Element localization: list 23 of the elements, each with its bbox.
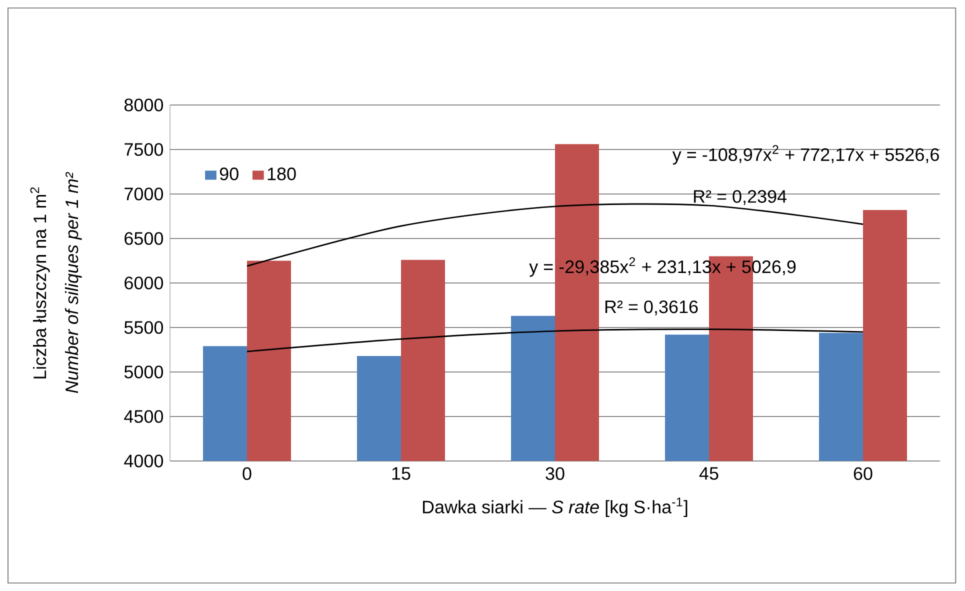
y-tick-label: 4500 xyxy=(124,410,164,423)
x-tick-label: 0 xyxy=(242,467,252,480)
y-tick-label: 5500 xyxy=(124,321,164,334)
y-tick-label: 5000 xyxy=(124,366,164,378)
y-tick-label: 7000 xyxy=(124,188,164,200)
annotation: R² = 0,2394 xyxy=(694,190,787,205)
x-tick-label: 30 xyxy=(546,467,564,480)
x-tick-label: 60 xyxy=(854,467,872,480)
line-series xyxy=(246,328,864,352)
y-tick-label: 8000 xyxy=(124,98,164,112)
legend-label: 90 xyxy=(220,168,238,180)
y-axis-title: Liczba łuszczyn na 1 m$^{2}$ xyxy=(30,187,50,378)
y-tick-label: 7500 xyxy=(124,143,164,156)
x-axis-title: Dawka siarki — S rate [kg S·ha$^{-1}$] xyxy=(423,498,688,517)
annotation: R² = 0,3616 xyxy=(605,300,698,316)
x-tick-label: 15 xyxy=(392,467,410,480)
legend-label: 180 xyxy=(268,168,296,180)
y-tick-label: 4000 xyxy=(124,454,164,468)
text: Number of siliques per 1 m² xyxy=(64,172,82,393)
annotation: y = -108,97x$^{2}$ + 772,17x + 5526,6 xyxy=(672,145,939,165)
y-tick-label: 6500 xyxy=(124,232,164,245)
x-tick-label: 45 xyxy=(699,467,718,480)
y-tick-label: 6000 xyxy=(124,276,164,290)
